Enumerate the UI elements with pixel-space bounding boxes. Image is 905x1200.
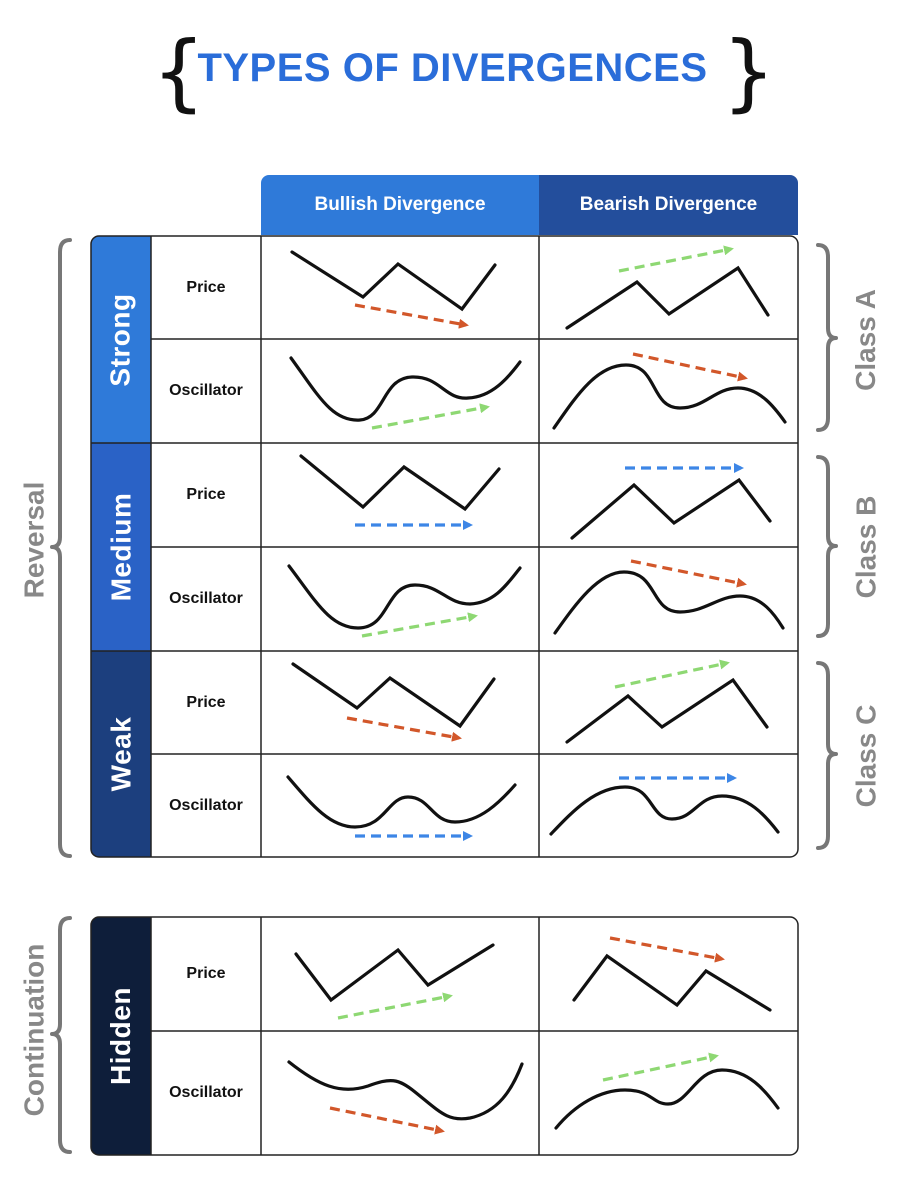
hidden-bullish-oscillator-curve (287, 1060, 524, 1121)
class-b-brace (816, 455, 838, 638)
weak-bullish-price-line (291, 662, 496, 729)
continuation-brace (50, 916, 72, 1154)
weak-bearish-price-line (565, 677, 769, 744)
row-label-strong-oscillator: Oscillator (169, 382, 243, 399)
strong-bearish-oscillator-curve (552, 363, 787, 430)
row-label-hidden-price: Price (186, 965, 226, 982)
strong-bullish-oscillator-arrow (371, 403, 490, 430)
row-label-strong-price: Price (186, 278, 226, 296)
category-hidden: Hidden (91, 917, 151, 1155)
category-strong: Strong (91, 236, 151, 443)
weak-bullish-oscillator-curve (286, 775, 517, 829)
column-header-bearish: Bearish Divergence (539, 175, 798, 235)
row-label-weak-oscillator: Oscillator (169, 796, 243, 814)
strong-bearish-price-arrow (618, 245, 734, 273)
medium-bullish-oscillator-curve (287, 564, 522, 630)
medium-bearish-oscillator-arrow (630, 559, 747, 588)
hidden-bearish-price-line (572, 953, 772, 1012)
title-open-brace: { (152, 23, 206, 121)
strong-bullish-price-line (290, 250, 497, 312)
page-title: TYPES OF DIVERGENCES (197, 46, 708, 90)
class-c-brace (816, 661, 838, 850)
side-braces (50, 238, 838, 1154)
medium-bullish-price-line (299, 454, 501, 512)
weak-bearish-price-arrow (614, 659, 730, 689)
strong-bullish-oscillator-curve (289, 356, 522, 422)
continuation-table-frame (90, 916, 799, 1156)
reversal-table-frame (90, 235, 799, 858)
hidden-bullish-oscillator-arrow (329, 1106, 445, 1135)
strong-bearish-oscillator-arrow (632, 352, 748, 382)
class-a-brace (816, 243, 838, 432)
hidden-bearish-oscillator-arrow (602, 1052, 719, 1082)
strong-bearish-price-line (565, 265, 770, 330)
category-medium: Medium (91, 443, 151, 651)
column-header-bullish: Bullish Divergence (261, 175, 539, 235)
hidden-bullish-price-arrow (337, 992, 453, 1020)
strong-bullish-price-arrow (354, 303, 469, 329)
medium-bullish-oscillator-arrow (361, 612, 478, 638)
hidden-bearish-price-arrow (609, 936, 725, 963)
row-label-weak-price: Price (186, 693, 226, 711)
hidden-bearish-oscillator-curve (554, 1068, 780, 1130)
row-label-medium-price: Price (186, 486, 226, 503)
hidden-bullish-price-line (294, 943, 495, 1003)
weak-bullish-price-arrow (346, 716, 462, 742)
weak-bearish-oscillator-curve (549, 785, 780, 836)
medium-bearish-price-line (570, 477, 772, 540)
row-label-medium-oscillator: Oscillator (169, 590, 243, 607)
reversal-brace (50, 238, 72, 858)
medium-bearish-oscillator-curve (553, 570, 785, 635)
title-close-brace: } (722, 23, 776, 121)
row-label-hidden-oscillator: Oscillator (169, 1084, 243, 1101)
category-weak: Weak (91, 651, 151, 857)
